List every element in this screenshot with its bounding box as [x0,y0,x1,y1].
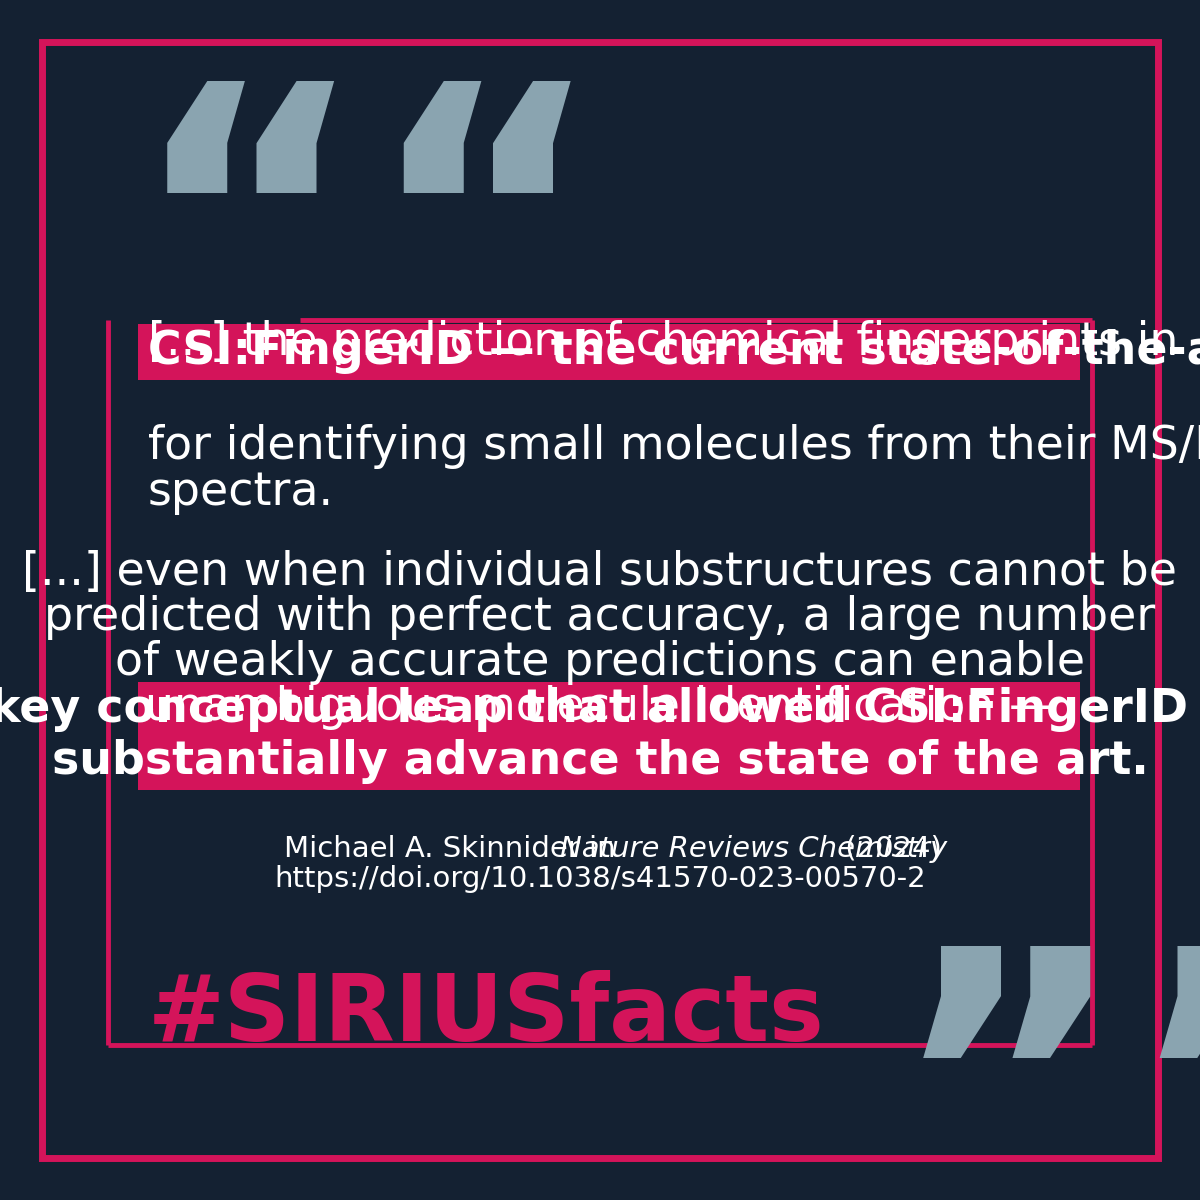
Text: for identifying small molecules from their MS/MS: for identifying small molecules from the… [148,424,1200,469]
Text: [...] the prediction of chemical fingerprints in: [...] the prediction of chemical fingerp… [148,320,1178,365]
Text: of weakly accurate predictions can enable: of weakly accurate predictions can enabl… [115,640,1085,685]
Text: #SIRIUSfacts: #SIRIUSfacts [148,970,824,1060]
Bar [138,682,1080,790]
Text: CSI:FingerID — the current state-of-the-art method: CSI:FingerID — the current state-of-the-… [148,329,1200,374]
Text: spectra.: spectra. [148,470,334,515]
Bar [138,324,1080,380]
Text: Nature Reviews Chemistry: Nature Reviews Chemistry [559,835,947,863]
Text: Michael A. Skinnider in: Michael A. Skinnider in [283,835,625,863]
Text: ””: ”” [890,935,1200,1200]
Text: unambiguous molecule identification —: unambiguous molecule identification — [145,685,1055,730]
Text: https://doi.org/10.1038/s41570-023-00570-2: https://doi.org/10.1038/s41570-023-00570… [274,865,926,893]
Text: substantially advance the state of the art.: substantially advance the state of the a… [52,739,1148,784]
Text: (2024): (2024) [835,835,942,863]
Text: predicted with perfect accuracy, a large number: predicted with perfect accuracy, a large… [44,595,1156,640]
Text: a key conceptual leap that allowed CSI:FingerID to: a key conceptual leap that allowed CSI:F… [0,686,1200,732]
Text: [...] even when individual substructures cannot be: [...] even when individual substructures… [23,550,1177,595]
Text: ““: ““ [130,70,605,419]
